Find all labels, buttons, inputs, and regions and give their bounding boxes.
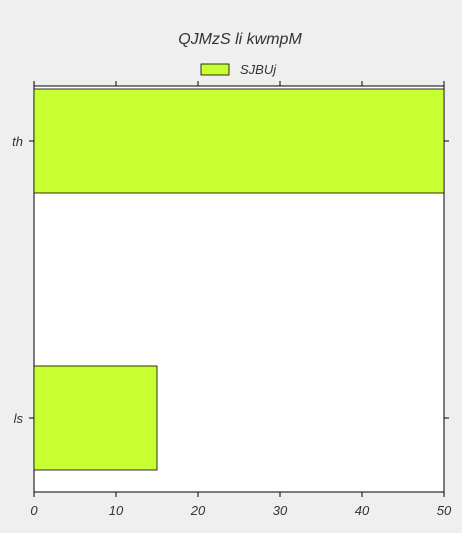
chart-title: QJMzS li kwmpM [178,31,302,48]
x-tick-label: 50 [437,503,452,518]
x-tick-label: 10 [109,503,124,518]
legend-swatch [200,63,230,76]
y-tick-label: th [12,134,23,149]
bar-ls [33,365,158,471]
y-axis: th ls [12,134,449,426]
x-tick-label: 0 [30,503,38,518]
y-tick-label: ls [14,411,24,426]
legend-label: SJBUj [240,62,277,77]
bars [33,88,445,471]
x-tick-label: 20 [190,503,206,518]
x-tick-label: 40 [355,503,370,518]
legend: SJBUj [200,62,277,77]
x-tick-label: 30 [273,503,288,518]
bar-th [33,88,445,194]
x-axis: 0 10 20 30 40 50 [30,81,452,518]
